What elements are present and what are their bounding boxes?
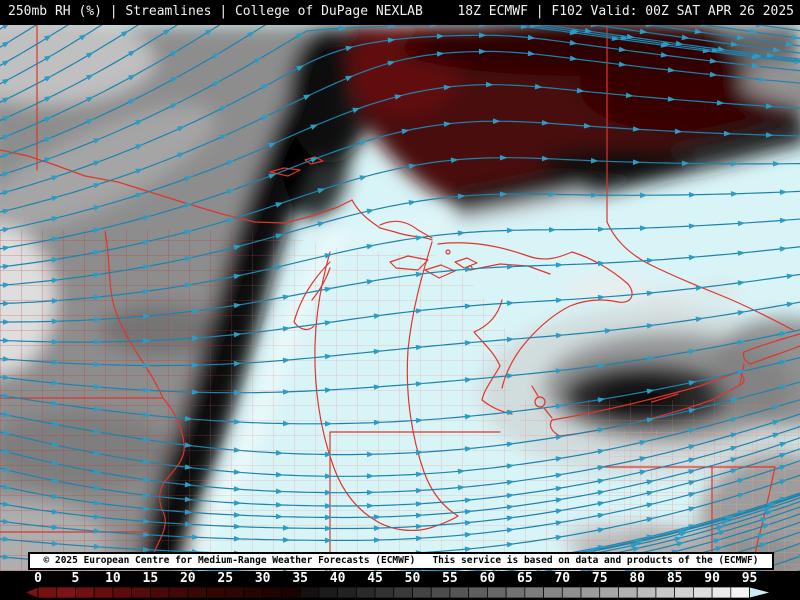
product-title: 250mb RH (%) | Streamlines | College of … — [8, 4, 423, 19]
colorbar-tick: 15 — [142, 571, 159, 586]
colorbar-tick: 10 — [105, 571, 121, 586]
colorbar-tick: 25 — [217, 571, 234, 586]
colorbar-tick: 70 — [554, 571, 571, 586]
colorbar-tick: 85 — [666, 571, 683, 586]
colorbar-tick: 0 — [34, 571, 42, 586]
colorbar-tick: 95 — [741, 571, 758, 586]
model-run-info: 18Z ECMWF | F102 Valid: 00Z SAT APR 26 2… — [457, 4, 794, 19]
colorbar-tick: 45 — [367, 571, 383, 586]
colorbar-tick: 60 — [479, 571, 496, 586]
colorbar-tick: 35 — [292, 571, 308, 586]
colorbar-tick: 30 — [254, 571, 271, 586]
title-bar: 250mb RH (%) | Streamlines | College of … — [0, 0, 800, 25]
colorbar-gradient — [23, 586, 773, 599]
colorbar-tick: 55 — [442, 571, 458, 586]
streamlines — [0, 25, 800, 571]
map-area: © 2025 European Centre for Medium-Range … — [0, 25, 800, 571]
state-and-lake-boundaries — [0, 25, 800, 571]
map-svg — [0, 25, 800, 571]
colorbar-tick: 90 — [704, 571, 720, 586]
colorbar-tick: 75 — [591, 571, 608, 586]
colorbar-tick: 50 — [404, 571, 421, 586]
colorbar-tick: 40 — [329, 571, 346, 586]
copyright-notice: © 2025 European Centre for Medium-Range … — [28, 552, 774, 570]
colorbar-tick: 5 — [71, 571, 80, 586]
colorbar-tick: 80 — [629, 571, 646, 586]
colorbar: 0 5 10 15 20 25 30 35 40 45 50 55 60 65 70 75 80 85 90 95 — [0, 571, 800, 600]
colorbar-tick: 65 — [517, 571, 533, 586]
colorbar-tick: 20 — [179, 571, 196, 586]
